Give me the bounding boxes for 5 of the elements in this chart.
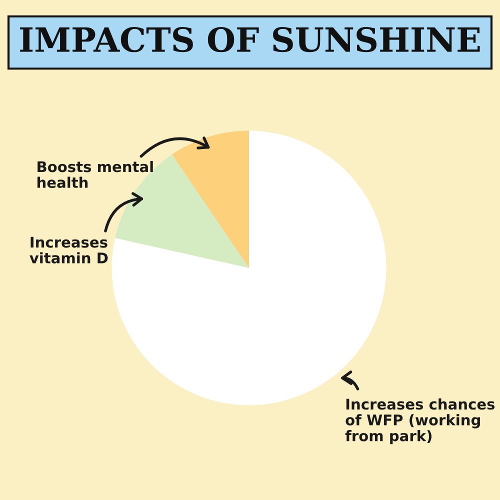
- pie-slice: [172, 130, 249, 268]
- slice-label: Increases vitamin D: [30, 236, 108, 264]
- chart-title: IMPACTS OF SUNSHINE: [20, 26, 480, 52]
- slice-label: Boosts mental health: [37, 160, 153, 188]
- slice-label: Increases chances of WFP (working from park): [345, 398, 495, 444]
